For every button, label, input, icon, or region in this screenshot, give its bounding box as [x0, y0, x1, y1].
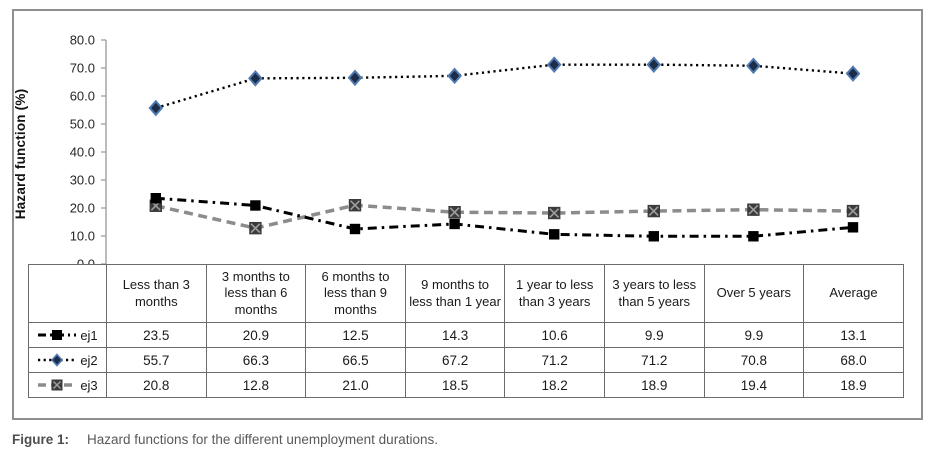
column-header: Over 5 years: [703, 264, 805, 323]
value-cell: 23.5: [106, 322, 207, 348]
value-cell: 12.8: [205, 372, 307, 398]
ej2-marker: [148, 99, 164, 117]
ej3-marker: [846, 204, 860, 218]
value-cell: 68.0: [803, 347, 904, 373]
ej3-marker: [747, 203, 760, 216]
y-axis-tick-label: 50.0: [70, 117, 95, 132]
ej1-marker: [847, 222, 859, 233]
value-cell: 18.9: [803, 372, 904, 398]
ej3-marker: [647, 204, 660, 218]
series-label: ej1: [80, 327, 98, 343]
column-header: 9 months to less than 1 year: [404, 264, 506, 323]
ej2-marker: [546, 56, 562, 73]
y-axis-tick-label: 20.0: [70, 201, 95, 216]
column-header: 6 months to less than 9 months: [305, 264, 406, 323]
data-table: Less than 3 months 3 months to less than…: [28, 264, 904, 398]
value-cell: 20.9: [205, 322, 307, 348]
y-axis-tick-label: 80.0: [70, 33, 95, 48]
ej1-marker: [150, 193, 161, 204]
value-cell: 66.3: [205, 347, 307, 373]
table-header-row: Less than 3 months 3 months to less than…: [28, 264, 904, 323]
value-cell: 18.5: [404, 372, 506, 398]
table-row-ej2: ej2 55.7 66.3 66.5 67.2 71.2 71.2 70.8 6…: [28, 347, 904, 373]
value-cell: 12.5: [305, 322, 406, 348]
ej3-marker: [548, 206, 561, 220]
ej1-marker: [250, 200, 261, 211]
y-axis-tick-label: 70.0: [70, 61, 95, 76]
value-cell: 9.9: [603, 322, 705, 348]
column-header: 1 year to less than 3 years: [504, 264, 605, 323]
value-cell: 55.7: [106, 347, 207, 373]
column-header: Less than 3 months: [106, 264, 207, 323]
figure-caption-label: Figure 1:: [12, 432, 70, 447]
figure-caption-text: Hazard functions for the different unemp…: [87, 432, 438, 447]
ej3-marker: [149, 199, 162, 212]
value-cell: 13.1: [803, 322, 904, 348]
y-axis-title: Hazard function (%): [13, 88, 28, 220]
series-label: ej3: [80, 377, 98, 393]
ej2-marker: [248, 70, 263, 87]
value-cell: 20.8: [106, 372, 207, 398]
value-cell: 18.2: [504, 372, 605, 398]
column-header: Average: [803, 264, 904, 323]
y-axis-tick-label: 60.0: [70, 89, 95, 104]
value-cell: 71.2: [603, 347, 705, 373]
ej3-series-line: [155, 203, 854, 230]
value-cell: 21.0: [305, 372, 406, 398]
ej1-marker: [648, 231, 659, 242]
y-axis-tick-label: 30.0: [70, 173, 95, 188]
ej2-marker: [746, 57, 761, 75]
value-cell: 70.8: [703, 347, 805, 373]
ej1-marker: [549, 229, 560, 240]
figure-caption: Figure 1: Hazard functions for the differ…: [12, 432, 438, 447]
ej1-marker: [748, 231, 759, 242]
table-row-ej3: ej3 20.8 12.8 21.0 18.5 18.2 18.9 19.4 1…: [28, 372, 904, 398]
ej2-marker: [845, 65, 861, 82]
ej1-marker: [349, 223, 361, 235]
ej3-legend-key-icon: [38, 379, 77, 391]
ej3-marker: [249, 221, 262, 235]
value-cell: 71.2: [504, 347, 605, 373]
ej3-marker: [348, 199, 362, 212]
column-header: 3 years to less than 5 years: [603, 264, 705, 323]
legend-cell-ej1: ej1: [28, 322, 107, 348]
series-label: ej2: [80, 352, 98, 368]
chart-frame: 80.070.060.050.040.030.020.010.00.0 Haza…: [12, 9, 923, 420]
legend-cell-ej3: ej3: [28, 372, 107, 398]
ej3-marker: [448, 206, 461, 219]
ej1-series-line: [155, 196, 854, 238]
ej2-legend-key-icon: [38, 353, 77, 367]
legend-cell-ej2: ej2: [28, 347, 107, 373]
value-cell: 14.3: [404, 322, 506, 348]
ej2-marker: [646, 56, 662, 73]
legend-header-spacer: [28, 264, 107, 323]
value-cell: 18.9: [603, 372, 705, 398]
ej2-series-line: [155, 63, 854, 110]
ej1-legend-key-icon: [38, 330, 77, 340]
value-cell: 66.5: [305, 347, 406, 373]
value-cell: 9.9: [703, 322, 805, 348]
table-row-ej1: ej1 23.5 20.9 12.5 14.3 10.6 9.9 9.9 13.…: [28, 322, 904, 348]
y-axis-tick-label: 40.0: [70, 145, 95, 160]
column-header: 3 months to less than 6 months: [205, 264, 307, 323]
value-cell: 67.2: [404, 347, 506, 373]
ej2-marker: [347, 69, 363, 87]
y-axis-tick-label: 10.0: [70, 229, 95, 244]
ej1-marker: [449, 218, 460, 230]
value-cell: 19.4: [703, 372, 805, 398]
value-cell: 10.6: [504, 322, 605, 348]
ej2-marker: [447, 67, 462, 85]
